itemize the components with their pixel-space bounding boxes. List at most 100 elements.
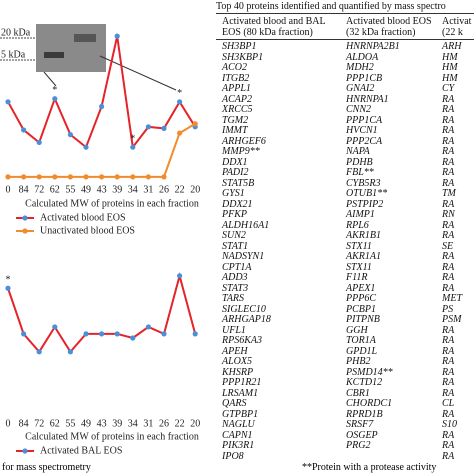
table-cell: APPL1 xyxy=(222,83,251,94)
table-cell: RA xyxy=(442,356,455,367)
table-cell: RA xyxy=(442,125,455,136)
footnote: **Protein with a protease activity xyxy=(302,462,437,473)
table-cell: RA xyxy=(442,104,455,115)
table-title: Top 40 proteins identified and quantifie… xyxy=(216,1,446,12)
table-cell: RA xyxy=(442,261,455,273)
table-cell: RA xyxy=(442,387,455,399)
table-cell: RA xyxy=(442,324,455,336)
x-tick-label: 20 xyxy=(190,418,200,429)
point xyxy=(114,174,120,180)
table-cell: PPP1CB xyxy=(346,72,383,84)
table-cell: MDH2 xyxy=(346,62,374,73)
x-axis-title: Calculated MW of proteins in each fracti… xyxy=(25,198,199,209)
column-header: EOS (80 kDa fraction) xyxy=(222,27,313,38)
x-tick-label: 43 xyxy=(97,184,107,195)
legend-label: Activated blood EOS xyxy=(40,212,126,223)
table-cell: TARS xyxy=(222,293,245,304)
table-cell: OSGEP xyxy=(346,429,378,441)
table-cell: ADD3 xyxy=(222,272,248,283)
table-cell: SIGLEC10 xyxy=(222,303,266,315)
table-cell: RA xyxy=(442,177,455,189)
table-cell: PIK3R1 xyxy=(222,440,255,451)
table-cell: STAT5B xyxy=(222,177,255,189)
table-cell: RPS6KA3 xyxy=(222,335,262,346)
table-cell: RA xyxy=(442,114,455,126)
table-cell: RA xyxy=(442,198,455,210)
point xyxy=(145,174,151,180)
table-cell: CNN2 xyxy=(346,104,372,115)
table-cell: PFKP xyxy=(222,209,247,220)
table-cell: RA xyxy=(442,366,455,378)
point xyxy=(36,139,42,146)
table-cell: PPP1CA xyxy=(346,114,383,126)
x-tick-label: 62 xyxy=(50,418,60,429)
x-tick-label: 34 xyxy=(128,184,138,195)
table-cell: HM xyxy=(442,51,458,63)
point xyxy=(177,130,183,136)
table-cell: RPL6 xyxy=(346,219,369,231)
point xyxy=(67,349,73,355)
annotation: * xyxy=(177,88,182,99)
rule xyxy=(216,39,474,40)
table-cell: CBR1 xyxy=(346,387,370,399)
point xyxy=(52,96,58,102)
table-cell: PPP2CA xyxy=(346,135,383,147)
table-cell: RA xyxy=(442,335,455,346)
table-cell: RA xyxy=(442,219,455,231)
point xyxy=(192,331,198,337)
table-cell: HM xyxy=(442,72,458,84)
table-cell: CPT1A xyxy=(222,261,252,273)
blot-band xyxy=(44,52,64,58)
table-cell: RA xyxy=(442,93,455,105)
point xyxy=(114,33,120,39)
table-cell: AIMP1 xyxy=(346,209,375,220)
point xyxy=(99,331,105,337)
table-cell: PSMD14** xyxy=(346,366,393,378)
arrow xyxy=(99,55,177,91)
table-cell: SRSF7 xyxy=(346,419,374,430)
point xyxy=(99,174,105,180)
annotation: * xyxy=(6,275,11,286)
table-cell: HM xyxy=(442,62,458,73)
table-cell: RA xyxy=(442,156,455,168)
table-cell: GNAI2 xyxy=(346,83,375,94)
table-cell: APEH xyxy=(222,345,248,357)
column-header: Activat xyxy=(442,16,472,27)
table-cell: PHB2 xyxy=(346,356,371,367)
point xyxy=(5,285,11,291)
table-cell: PPP6C xyxy=(346,293,376,304)
column-header: Activated blood and BAL xyxy=(222,16,326,27)
x-tick-label: 84 xyxy=(19,418,29,429)
kda-label: 20 kDa xyxy=(1,27,31,38)
x-tick-label: 39 xyxy=(112,418,122,429)
table-cell: RA xyxy=(442,251,455,262)
legend-marker xyxy=(22,448,28,454)
table-cell: KCTD12 xyxy=(346,377,383,388)
table-cell: GGH xyxy=(346,324,368,336)
table-cell: UFL1 xyxy=(222,324,246,336)
table-cell: RA xyxy=(442,440,455,451)
table-cell: RN xyxy=(442,209,455,220)
table-cell: CAPN1 xyxy=(222,429,253,441)
table-cell: AKR1A1 xyxy=(346,251,381,262)
table-cell: HNRNPA1 xyxy=(346,93,389,105)
table-cell: CY xyxy=(442,83,455,94)
x-tick-label: 26 xyxy=(159,418,169,429)
legend-marker xyxy=(22,215,28,221)
rule xyxy=(216,13,474,14)
table-cell: RA xyxy=(442,135,455,147)
table-cell: IMMT xyxy=(222,125,248,136)
point xyxy=(177,99,183,105)
table-cell: STAT3 xyxy=(222,282,249,294)
table-cell: APEX1 xyxy=(346,282,376,294)
point xyxy=(83,331,89,337)
table-cell: TGM2 xyxy=(222,114,249,126)
table-cell: RA xyxy=(442,429,455,441)
x-tick-label: 55 xyxy=(65,184,75,195)
table-cell: HNRNPA2B1 xyxy=(346,41,400,52)
table-cell: PSTPIP2 xyxy=(346,198,384,210)
table-cell: RA xyxy=(442,272,455,283)
point xyxy=(161,174,167,180)
western-blot-inset xyxy=(36,24,106,72)
table-cell: PS xyxy=(442,303,454,315)
